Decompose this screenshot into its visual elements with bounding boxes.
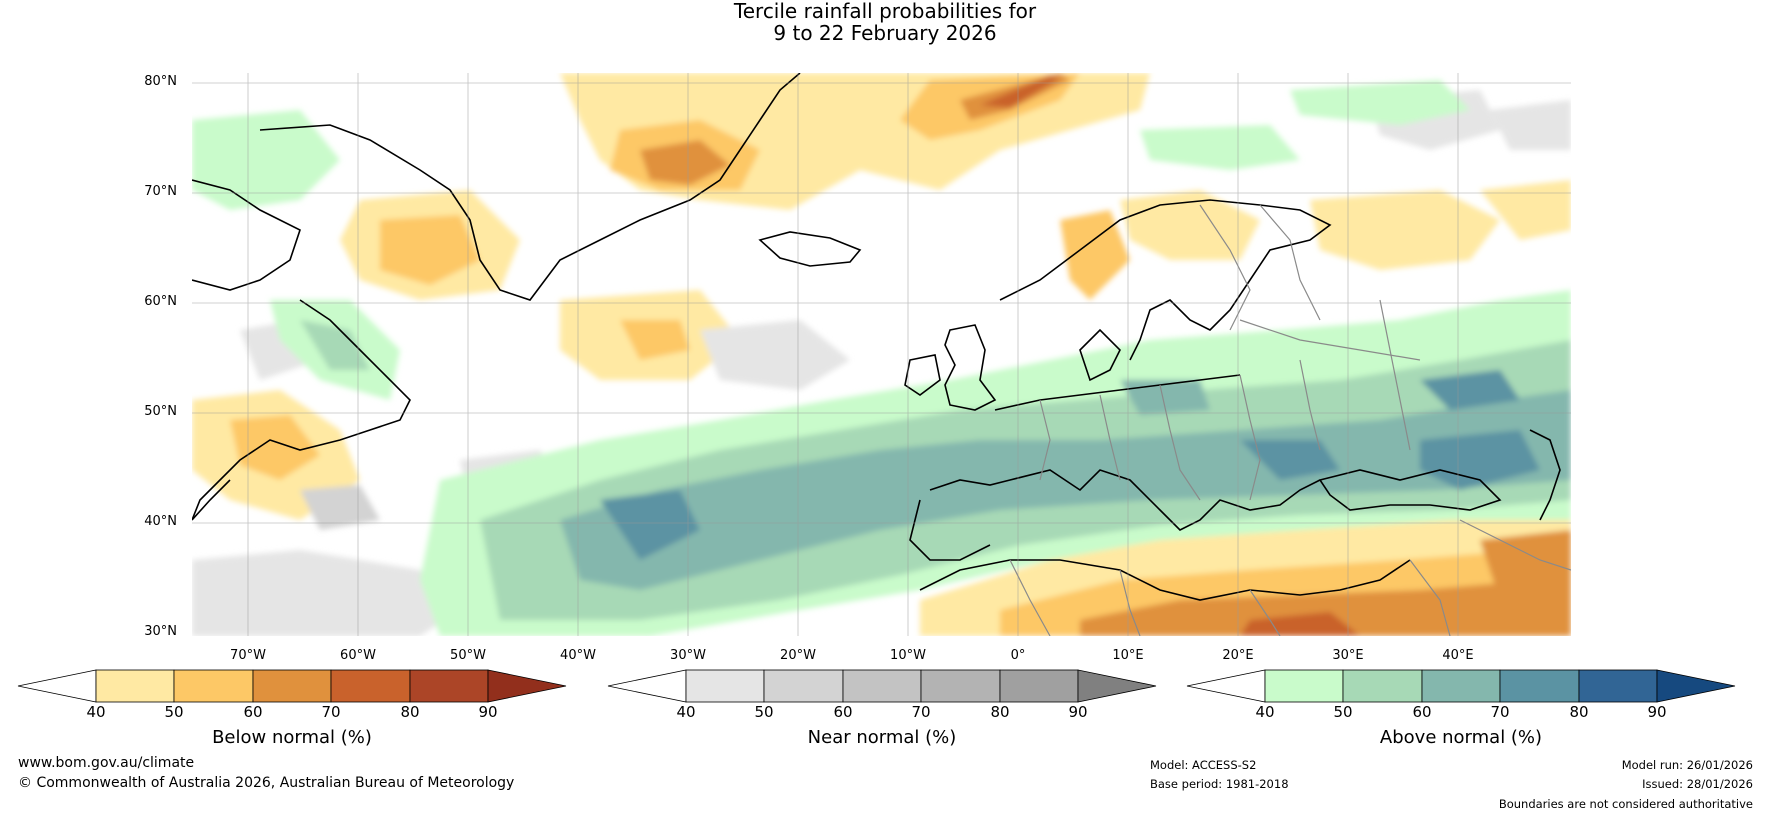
shade-above-40 <box>192 110 340 210</box>
footer-model-run: Model run: 26/01/2026 <box>1621 758 1753 772</box>
shade-near-40 <box>192 550 460 636</box>
colorbar-tick: 40 <box>676 703 696 721</box>
lon-label: 50°W <box>450 648 486 663</box>
footer-base-period: Base period: 1981-2018 <box>1150 777 1289 791</box>
colorbar-near <box>607 669 1157 703</box>
chart-title-line1: Tercile rainfall probabilities for <box>733 0 1037 23</box>
lon-label: 60°W <box>340 648 376 663</box>
lon-label: 70°W <box>230 648 266 663</box>
lat-label: 40°N <box>144 514 177 529</box>
lat-label: 60°N <box>144 294 177 309</box>
colorbar-tick: 70 <box>911 703 931 721</box>
lon-label: 20°W <box>780 648 816 663</box>
chart-title-line2: 9 to 22 February 2026 <box>773 21 997 45</box>
footer-issued: Issued: 28/01/2026 <box>1642 777 1753 791</box>
lat-label: 70°N <box>144 184 177 199</box>
coastline-caspian <box>1529 429 1561 521</box>
lon-label: 30°E <box>1332 648 1364 663</box>
lon-label: 10°W <box>890 648 926 663</box>
colorbar-tick: 80 <box>400 703 420 721</box>
colorbar-tick: 70 <box>1490 703 1510 721</box>
coastline-greenland <box>259 73 801 301</box>
footer-disclaimer: Boundaries are not considered authoritat… <box>1498 797 1753 811</box>
colorbar-title-near: Near normal (%) <box>807 727 957 748</box>
colorbar-below <box>17 669 567 703</box>
colorbar-tick: 60 <box>1412 703 1432 721</box>
coastline-denmark <box>1079 328 1121 382</box>
footer-model: Model: ACCESS-S2 <box>1150 758 1257 772</box>
colorbar-tick: 70 <box>321 703 341 721</box>
colorbar-tick: 80 <box>990 703 1010 721</box>
colorbar-title-below: Below normal (%) <box>212 727 372 748</box>
coastline-africa-north <box>919 559 1411 601</box>
colorbar-above <box>1186 669 1736 703</box>
shade-below-60 <box>640 140 730 185</box>
coastline-iceland <box>758 231 862 267</box>
colorbar-tick: 80 <box>1569 703 1589 721</box>
lon-label: 0° <box>1010 648 1026 663</box>
coastline-canada-east <box>192 299 411 521</box>
colorbar-tick: 60 <box>243 703 263 721</box>
lon-label: 20°E <box>1222 648 1254 663</box>
lat-label: 80°N <box>144 74 177 89</box>
probability-shading <box>192 73 1571 636</box>
colorbar-tick: 90 <box>478 703 498 721</box>
lon-label: 10°E <box>1112 648 1144 663</box>
colorbar-tick: 50 <box>754 703 774 721</box>
graticule <box>192 73 1571 636</box>
lon-label: 40°E <box>1442 648 1474 663</box>
map-plot-area <box>192 73 1571 636</box>
colorbar-tick: 50 <box>164 703 184 721</box>
coastline-britain <box>944 324 997 411</box>
colorbar-title-above: Above normal (%) <box>1379 727 1543 748</box>
colorbar-tick: 40 <box>1255 703 1275 721</box>
lon-label: 30°W <box>670 648 706 663</box>
footer-website[interactable]: www.bom.gov.au/climate <box>18 755 195 771</box>
colorbar-tick: 60 <box>833 703 853 721</box>
colorbar-tick: 40 <box>86 703 106 721</box>
footer-copyright: © Commonwealth of Australia 2026, Austra… <box>18 775 515 791</box>
country-borders <box>1009 204 1571 636</box>
coastline-iberia <box>909 499 991 561</box>
coastline-black-sea <box>1318 469 1502 511</box>
lat-label: 50°N <box>144 404 177 419</box>
coastline-ireland <box>904 354 941 396</box>
colorbar-tick: 90 <box>1647 703 1667 721</box>
lat-label: 30°N <box>144 624 177 639</box>
lon-label: 40°W <box>560 648 596 663</box>
colorbar-tick: 50 <box>1333 703 1353 721</box>
colorbar-tick: 90 <box>1068 703 1088 721</box>
coastline-scandinavia <box>999 199 1332 361</box>
coastline-mediterranean-north <box>929 469 1321 531</box>
